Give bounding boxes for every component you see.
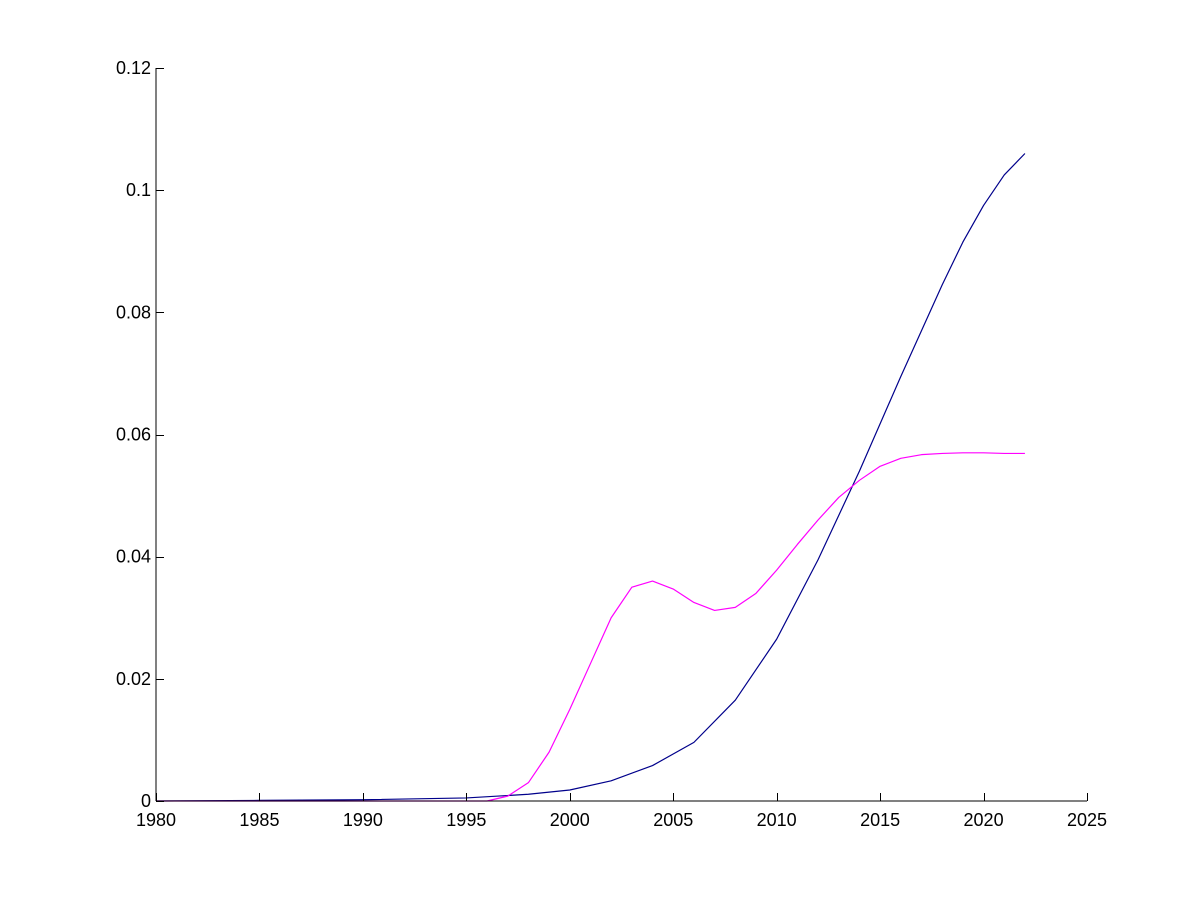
y-tick-label: 0 [141,791,151,811]
x-tick-label: 2020 [964,810,1004,830]
ticks-layer: 1980 1985 1990 1995 2000 2005 2010 2015 2020 2025… [116,58,1107,830]
x-tick-label: 2025 [1067,810,1107,830]
x-tick-label: 1980 [136,810,176,830]
y-tick-label: 0.1 [126,180,151,200]
y-tick-label: 0.12 [116,58,151,78]
x-tick-label: 2005 [653,810,693,830]
x-tick-label: 2015 [860,810,900,830]
x-tick-label: 2010 [757,810,797,830]
x-tick-label: 1990 [343,810,383,830]
x-tick-label: 1985 [239,810,279,830]
y-tick-label: 0.04 [116,547,151,567]
series-line-2 [156,452,1025,802]
y-tick-label: 0.02 [116,669,151,689]
y-tick-label: 0.08 [116,302,151,322]
x-tick-label: 2000 [550,810,590,830]
y-tick-label: 0.06 [116,425,151,445]
x-tick-label: 1995 [446,810,486,830]
